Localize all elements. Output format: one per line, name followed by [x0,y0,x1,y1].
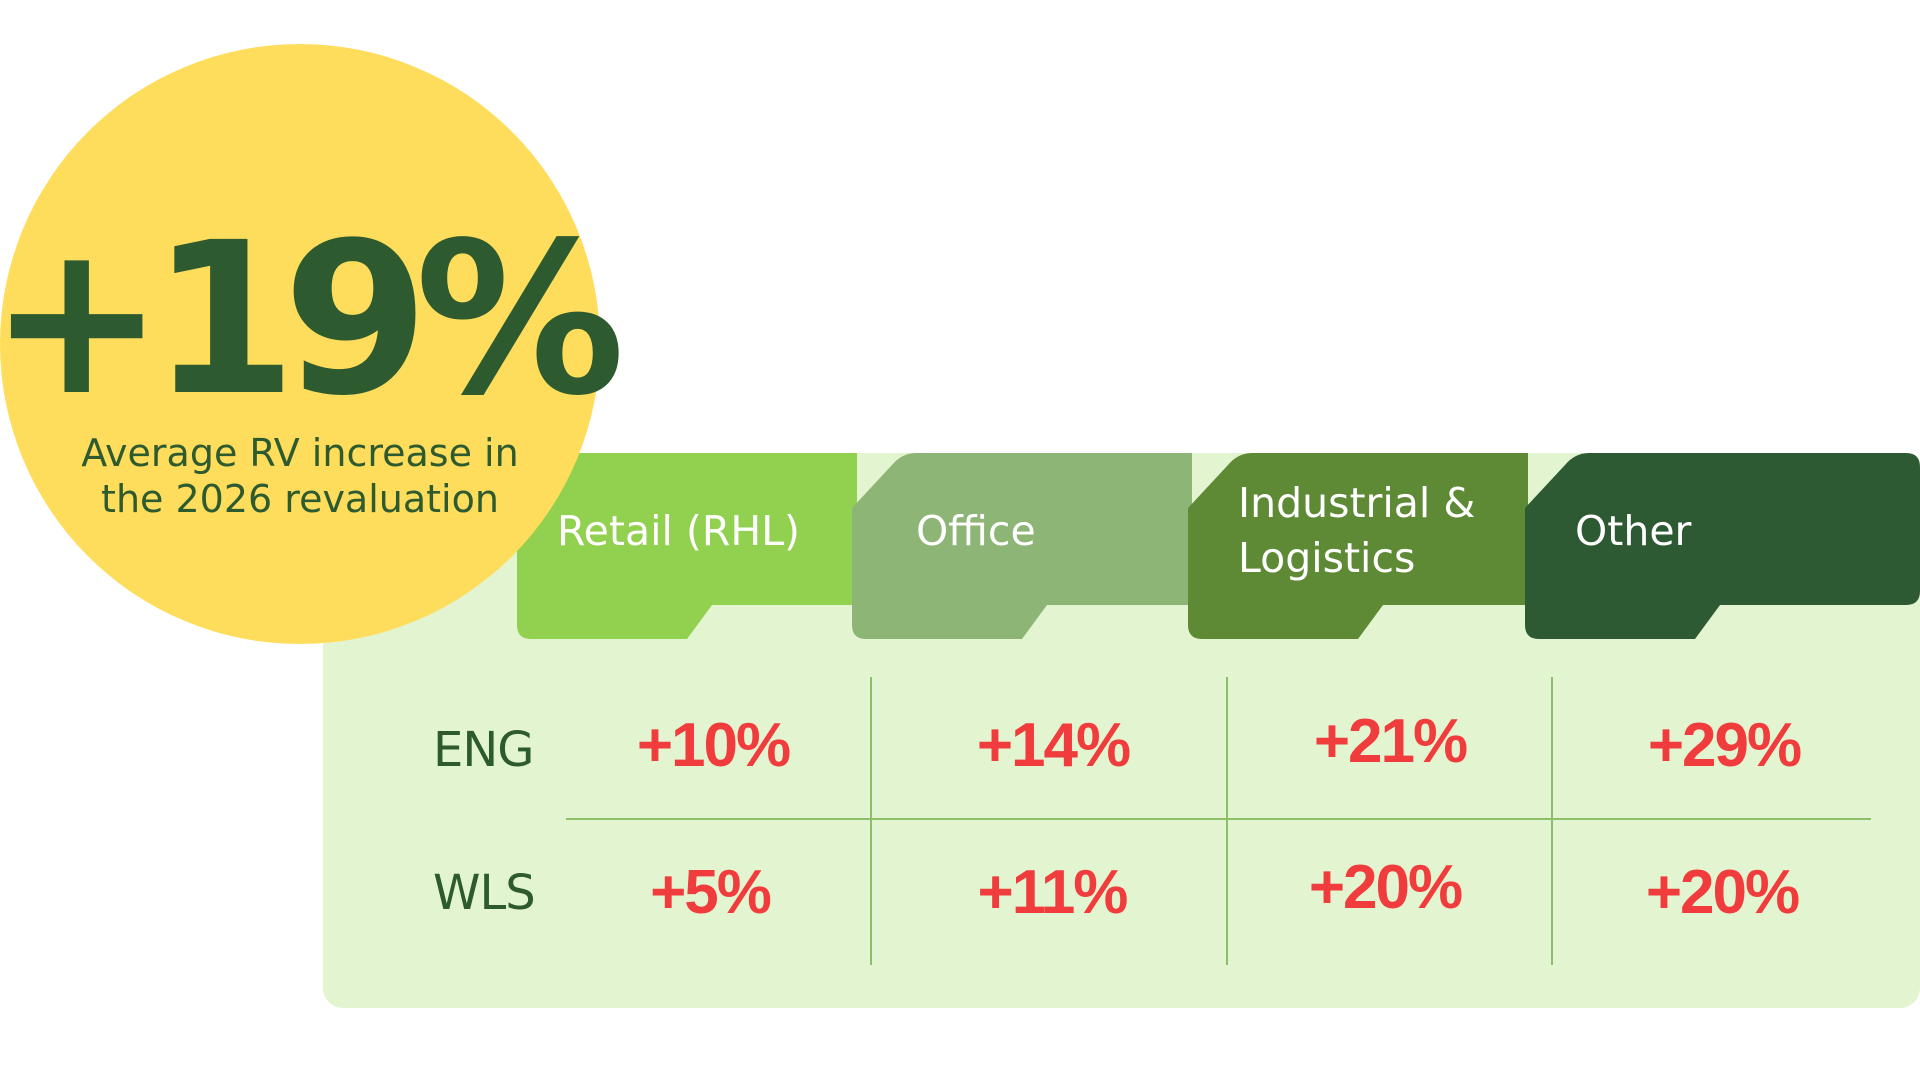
headline-stat: +19% [0,197,625,442]
grid-vline-2 [1226,677,1228,965]
row-label-wls: WLS [433,865,536,921]
tab-industrial-fill [1188,453,1528,639]
value-wls-office: +11% [977,858,1129,927]
value-eng-retail: +10% [636,711,791,780]
tab-other-fill [1525,453,1920,639]
value-eng-office: +14% [976,711,1131,780]
value-wls-industrial: +20% [1308,853,1463,922]
value-eng-industrial: +21% [1313,707,1468,776]
tab-industrial: Industrial & Logistics [1188,453,1578,641]
tab-industrial-shape [1188,453,1528,639]
tab-retail-shape [517,453,857,639]
tab-office-label: Office [916,506,1036,555]
value-wls-retail: +5% [650,858,772,927]
headline-circle [0,44,600,644]
tab-other-label: Other [1575,506,1692,555]
grid-vline-1 [870,677,872,965]
tab-industrial-label: Industrial & Logistics [1238,479,1476,582]
tab-retail: Retail (RHL) [517,453,907,641]
grid-hline [566,818,1871,820]
tab-office-shape [852,453,1192,639]
tab-retail-fill [517,453,857,639]
headline-caption: Average RV increase in the 2026 revaluat… [81,431,519,521]
tab-office: Office [852,453,1242,641]
tab-other: Other [1525,453,1920,641]
value-eng-other: +29% [1647,711,1802,780]
tab-office-fill [852,453,1192,639]
grid-vline-3 [1551,677,1553,965]
tab-retail-label: Retail (RHL) [557,506,801,555]
value-wls-other: +20% [1645,858,1800,927]
row-label-eng: ENG [433,722,534,778]
tab-other-shape [1525,453,1920,639]
